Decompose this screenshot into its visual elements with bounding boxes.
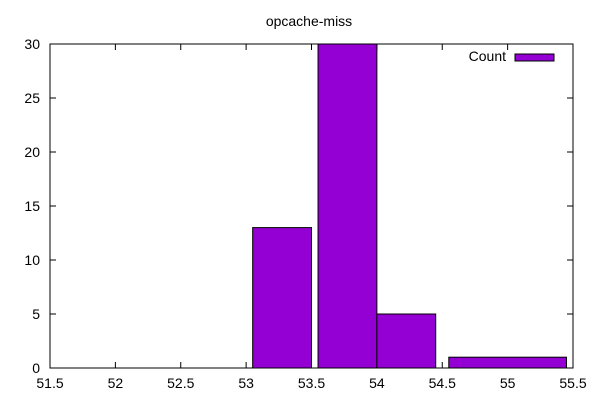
y-tick-label-0: 0 bbox=[32, 360, 40, 376]
bar-1 bbox=[317, 43, 378, 369]
legend: Count bbox=[469, 48, 555, 64]
x-tick-label-3: 53 bbox=[238, 375, 254, 391]
y-tick-label-2: 10 bbox=[24, 252, 40, 268]
legend-swatch-count bbox=[514, 53, 555, 62]
y-axis: 0 5 10 15 20 25 30 bbox=[24, 36, 573, 376]
x-tick-label-6: 54.5 bbox=[429, 375, 456, 391]
bar-2 bbox=[376, 313, 437, 369]
chart-title: opcache-miss bbox=[266, 13, 352, 29]
x-tick-label-2: 52.5 bbox=[167, 375, 194, 391]
x-tick-label-5: 54 bbox=[369, 375, 385, 391]
y-tick-label-3: 15 bbox=[24, 198, 40, 214]
x-tick-label-0: 51.5 bbox=[36, 375, 63, 391]
legend-label-count: Count bbox=[469, 48, 506, 64]
x-tick-label-4: 53.5 bbox=[298, 375, 325, 391]
y-tick-label-6: 30 bbox=[24, 36, 40, 52]
x-tick-label-8: 55.5 bbox=[559, 375, 586, 391]
bar-3 bbox=[448, 356, 567, 369]
x-tick-label-7: 55 bbox=[500, 375, 516, 391]
y-tick-label-4: 20 bbox=[24, 144, 40, 160]
bar-0 bbox=[252, 227, 313, 369]
x-tick-label-1: 52 bbox=[108, 375, 124, 391]
y-tick-label-1: 5 bbox=[32, 306, 40, 322]
y-tick-label-5: 25 bbox=[24, 90, 40, 106]
x-axis: 51.5 52 52.5 53 53.5 54 54.5 55 55.5 bbox=[36, 44, 587, 391]
bars-group bbox=[252, 43, 567, 369]
